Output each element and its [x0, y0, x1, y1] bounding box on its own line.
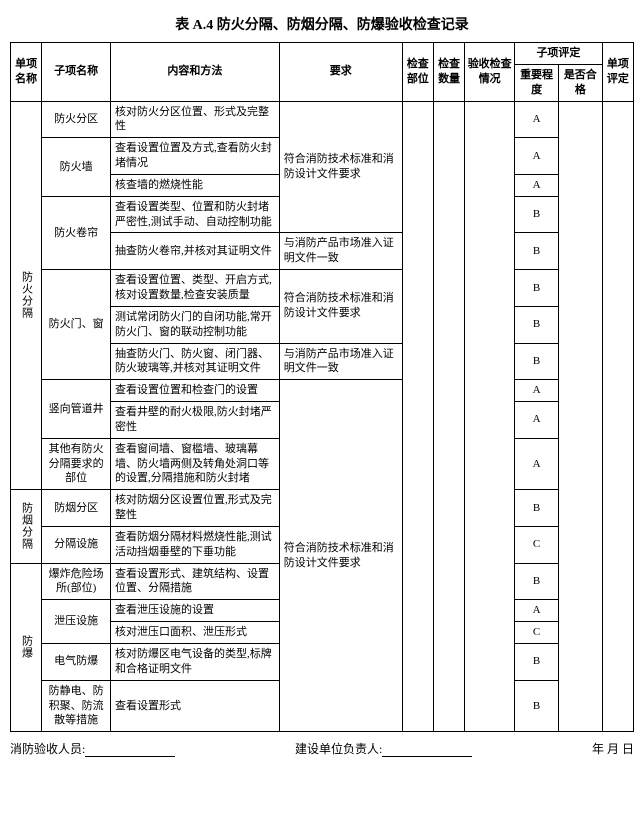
footer-date: 年 月 日 [592, 740, 634, 757]
req-5: 符合消防技术标准和消防设计文件要求 [279, 380, 402, 732]
content-5: 抽查防火卷帘,并核对其证明文件 [111, 233, 280, 270]
grade-5: B [515, 233, 559, 270]
content-9: 查看设置位置和检查门的设置 [111, 380, 280, 402]
sub-8: 分隔设施 [42, 526, 111, 563]
content-13: 查看防烟分隔材料燃烧性能,测试活动挡烟垂壁的下垂功能 [111, 526, 280, 563]
content-11: 查看窗间墙、窗槛墙、玻璃幕墙、防火墙两侧及转角处洞口等的设置,分隔措施和防火封堵 [111, 438, 280, 490]
inspection-table: 单项名称 子项名称 内容和方法 要求 检查部位 检查数量 验收检查情况 子项评定… [10, 42, 634, 732]
content-8: 抽查防火门、防火窗、闭门器、防火玻璃等,并核对其证明文件 [111, 343, 280, 380]
blank-loc [402, 101, 433, 732]
hdr-c8: 子项评定 [515, 43, 603, 65]
content-4: 查看设置类型、位置和防火封堵严密性,测试手动、自动控制功能 [111, 196, 280, 233]
sub-4: 防火门、窗 [42, 270, 111, 380]
grade-9: A [515, 380, 559, 402]
content-14: 查看设置形式、建筑结构、设置位置、分隔措施 [111, 563, 280, 600]
req-4: 与消防产品市场准入证明文件一致 [279, 343, 402, 380]
hdr-c8a: 重要程度 [515, 64, 559, 101]
group-explosion: 防爆 [11, 563, 42, 732]
blank-pass [558, 101, 602, 732]
footer: 消防验收人员: 建设单位负责人: 年 月 日 [10, 740, 634, 757]
content-15: 查看泄压设施的设置 [111, 600, 280, 622]
grade-4: B [515, 196, 559, 233]
grade-8: B [515, 343, 559, 380]
hdr-c6: 检查数量 [433, 43, 464, 102]
content-2: 查看设置位置及方式,查看防火封堵情况 [111, 138, 280, 175]
grade-10: A [515, 402, 559, 439]
footer-inspector: 消防验收人员: [10, 742, 85, 756]
hdr-c5: 检查部位 [402, 43, 433, 102]
grade-7: B [515, 306, 559, 343]
blank-qty [433, 101, 464, 732]
content-18: 查看设置形式 [111, 680, 280, 732]
grade-11: A [515, 438, 559, 490]
group-smoke: 防烟分隔 [11, 490, 42, 563]
req-2: 与消防产品市场准入证明文件一致 [279, 233, 402, 270]
content-3: 核查墙的燃烧性能 [111, 174, 280, 196]
sub-3: 防火卷帘 [42, 196, 111, 269]
grade-2: A [515, 138, 559, 175]
footer-builder: 建设单位负责人: [295, 742, 382, 756]
group-fire: 防火分隔 [11, 101, 42, 490]
grade-1: A [515, 101, 559, 138]
sub-10: 泄压设施 [42, 600, 111, 644]
hdr-c4: 要求 [279, 43, 402, 102]
blank-eval [602, 101, 633, 732]
content-17: 核对防爆区电气设备的类型,标牌和合格证明文件 [111, 644, 280, 681]
grade-17: B [515, 644, 559, 681]
sub-1: 防火分区 [42, 101, 111, 138]
content-7: 测试常闭防火门的自闭功能,常开防火门、窗的联动控制功能 [111, 306, 280, 343]
grade-14: B [515, 563, 559, 600]
hdr-c1: 单项名称 [11, 43, 42, 102]
sub-6: 其他有防火分隔要求的部位 [42, 438, 111, 490]
hdr-c2: 子项名称 [42, 43, 111, 102]
req-1: 符合消防技术标准和消防设计文件要求 [279, 101, 402, 233]
content-10: 查看井壁的耐火极限,防火封堵严密性 [111, 402, 280, 439]
hdr-c7: 验收检查情况 [465, 43, 515, 102]
sub-9: 爆炸危险场所(部位) [42, 563, 111, 600]
sub-5: 竖向管道井 [42, 380, 111, 439]
hdr-c8b: 是否合格 [558, 64, 602, 101]
grade-16: C [515, 622, 559, 644]
grade-12: B [515, 490, 559, 527]
sub-2: 防火墙 [42, 138, 111, 197]
table-title: 表 A.4 防火分隔、防烟分隔、防爆验收检查记录 [10, 14, 634, 34]
grade-3: A [515, 174, 559, 196]
content-16: 核对泄压口面积、泄压形式 [111, 622, 280, 644]
blank-status [465, 101, 515, 732]
sub-7: 防烟分区 [42, 490, 111, 527]
grade-18: B [515, 680, 559, 732]
content-6: 查看设置位置、类型、开启方式,核对设置数量,检查安装质量 [111, 270, 280, 307]
hdr-c3: 内容和方法 [111, 43, 280, 102]
grade-15: A [515, 600, 559, 622]
hdr-c9: 单项评定 [602, 43, 633, 102]
sub-12: 防静电、防积聚、防流散等措施 [42, 680, 111, 732]
sub-11: 电气防爆 [42, 644, 111, 681]
content-12: 核对防烟分区设置位置,形式及完整性 [111, 490, 280, 527]
content-1: 核对防火分区位置、形式及完整性 [111, 101, 280, 138]
grade-13: C [515, 526, 559, 563]
grade-6: B [515, 270, 559, 307]
req-3: 符合消防技术标准和消防设计文件要求 [279, 270, 402, 343]
